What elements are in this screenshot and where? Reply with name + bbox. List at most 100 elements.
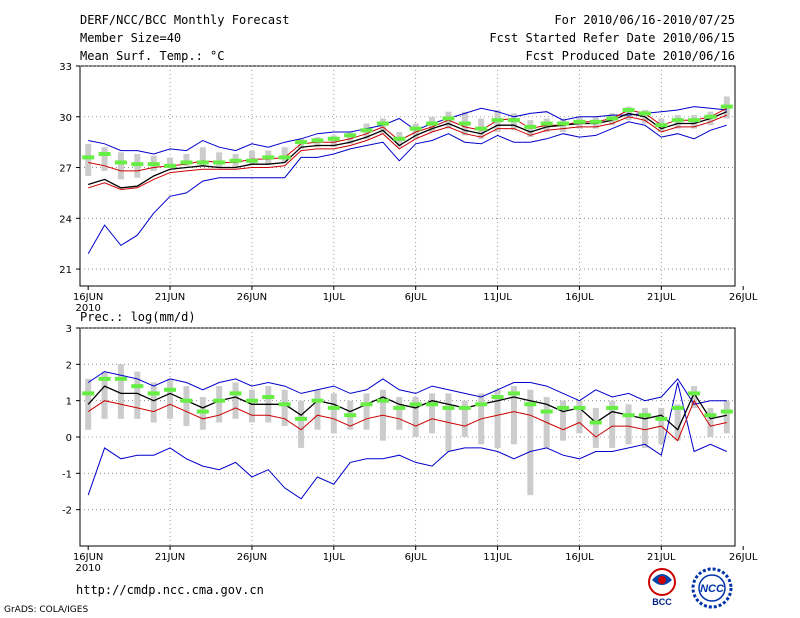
precip-max-line bbox=[87, 371, 727, 405]
precip-median-marker bbox=[671, 405, 684, 410]
precip-min-line bbox=[87, 382, 728, 500]
precip-median-marker bbox=[524, 402, 537, 407]
precip-median-marker bbox=[622, 413, 635, 418]
temp-median-marker bbox=[327, 136, 340, 141]
precip-median-marker bbox=[360, 402, 373, 407]
temp-ytick-label: 33 bbox=[59, 62, 72, 73]
temp-spread-bar bbox=[85, 143, 92, 176]
temp-lower-line bbox=[88, 114, 727, 191]
temp-median-marker bbox=[671, 118, 684, 123]
precip-mean-line bbox=[87, 385, 727, 431]
temp-spread-bar bbox=[412, 123, 419, 139]
precip-ytick-label: -1 bbox=[62, 469, 72, 480]
temp-median-marker bbox=[147, 162, 160, 167]
precip-spread-bar bbox=[461, 400, 468, 437]
temp-median-marker bbox=[606, 116, 619, 121]
temp-xtick-label: 26JUL bbox=[729, 292, 758, 303]
precip-spread-bar bbox=[216, 386, 223, 423]
temp-median-marker bbox=[540, 121, 553, 126]
precip-spread-bar bbox=[101, 371, 108, 419]
produced-date: Fcst Produced Date 2010/06/16 bbox=[525, 49, 735, 63]
temp-median-marker bbox=[589, 119, 602, 124]
precip-median-marker bbox=[229, 391, 242, 396]
temp-panel: 21 24 27 30 33 16JUN 21JUN 26JUN 1JUL 6JUL 11JUL 16… bbox=[59, 62, 758, 314]
temp-median-marker bbox=[507, 118, 520, 123]
temp-spread-bar bbox=[216, 152, 223, 168]
precip-median-marker bbox=[344, 413, 357, 418]
precip-spread-bar bbox=[150, 382, 157, 423]
precip-spread-bar bbox=[592, 407, 599, 448]
temp-median-marker bbox=[213, 160, 226, 165]
refer-date: Fcst Started Refer Date 2010/06/15 bbox=[489, 31, 735, 45]
precip-median-marker bbox=[426, 402, 439, 407]
precip-median-marker bbox=[98, 376, 111, 381]
temp-median-marker bbox=[360, 128, 373, 133]
precip-median-marker bbox=[442, 405, 455, 410]
temp-ytick-label: 24 bbox=[59, 214, 72, 225]
temp-median-marker bbox=[82, 155, 95, 160]
precip-xtick-label: 11JUL bbox=[483, 552, 512, 563]
precip-spread-bar bbox=[609, 400, 616, 448]
precip-xtick-label: 21JUL bbox=[647, 552, 676, 563]
precip-xtick-label: 16JUL bbox=[565, 552, 594, 563]
temp-median-marker bbox=[458, 121, 471, 126]
temp-min-line bbox=[87, 121, 727, 255]
precip-panel: -2 -1 0 1 2 3 16JUN 21JUN 26JUN 1JUL 6JUL 11JUL 16JU… bbox=[62, 324, 758, 574]
member-size: Member Size=40 bbox=[80, 31, 182, 45]
ncc-logo-text: NCC bbox=[700, 583, 725, 595]
precip-spread-bar bbox=[298, 400, 305, 448]
precip-median-marker bbox=[573, 405, 586, 410]
precip-spread-bar bbox=[183, 386, 190, 427]
precip-spread-bar bbox=[248, 389, 255, 423]
temp-spread-bar bbox=[183, 154, 190, 166]
temp-mean-line bbox=[88, 111, 728, 189]
ncc-logo: NCC bbox=[691, 567, 733, 609]
precip-median-marker bbox=[409, 402, 422, 407]
precip-median-marker bbox=[589, 420, 602, 425]
precip-spread-bar bbox=[167, 378, 174, 419]
temp-median-marker bbox=[557, 121, 570, 126]
temp-median-marker bbox=[376, 121, 389, 126]
precip-spread-bar bbox=[510, 386, 517, 445]
temp-spread-bar bbox=[379, 118, 386, 134]
precip-ytick-label: 3 bbox=[66, 324, 72, 335]
precip-xtick-label: 26JUL bbox=[729, 552, 758, 563]
precip-median-marker bbox=[327, 405, 340, 410]
precip-xtick-label: 16JUN bbox=[73, 552, 103, 563]
temp-spread-bar bbox=[347, 132, 354, 144]
precip-median-marker bbox=[557, 405, 570, 410]
temp-median-marker bbox=[491, 118, 504, 123]
precip-spread-bar bbox=[134, 371, 141, 419]
precip-median-marker bbox=[245, 398, 258, 403]
precip-median-marker bbox=[393, 405, 406, 410]
precip-median-marker bbox=[278, 402, 291, 407]
temp-median-marker bbox=[278, 155, 291, 160]
temp-spread-bar bbox=[101, 147, 108, 171]
precip-ytick-label: 0 bbox=[66, 433, 72, 444]
temp-median-marker bbox=[262, 155, 275, 160]
precip-year-label: 2010 bbox=[75, 563, 100, 574]
bcc-logo: BCC bbox=[648, 568, 676, 607]
site-url[interactable]: http://cmdp.ncc.cma.gov.cn bbox=[76, 583, 264, 597]
precip-ytick-label: 2 bbox=[66, 360, 72, 371]
temp-frame bbox=[79, 65, 736, 287]
precip-median-marker bbox=[704, 413, 717, 418]
temp-median-marker bbox=[245, 158, 258, 163]
precip-median-marker bbox=[114, 376, 127, 381]
temp-spread-bar bbox=[167, 157, 174, 168]
precip-median-marker bbox=[262, 395, 275, 400]
precip-median-marker bbox=[458, 405, 471, 410]
precip-xtick-label: 21JUN bbox=[155, 552, 185, 563]
temp-ytick-label: 30 bbox=[59, 113, 72, 124]
precip-spread-bar bbox=[117, 364, 124, 419]
temp-ytick-label: 21 bbox=[59, 265, 72, 276]
precip-median-marker bbox=[147, 391, 160, 396]
precip-xtick-label: 1JUL bbox=[323, 552, 346, 563]
temp-xtick-label: 6JUL bbox=[405, 292, 428, 303]
temp-median-marker bbox=[98, 152, 111, 156]
precip-median-marker bbox=[196, 409, 209, 414]
temp-xtick-label: 1JUL bbox=[323, 292, 346, 303]
temp-ytick-label: 27 bbox=[59, 164, 72, 175]
precip-median-marker bbox=[606, 405, 619, 410]
